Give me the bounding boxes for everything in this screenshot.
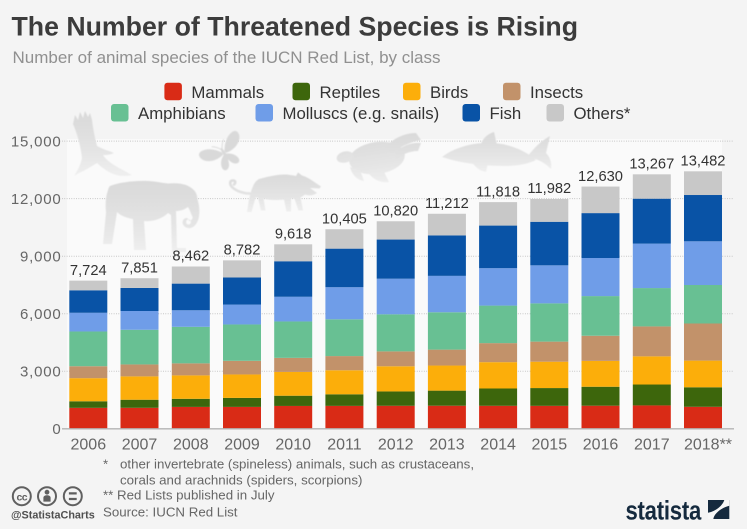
svg-text:2012: 2012 [378, 437, 414, 454]
svg-text:7,724: 7,724 [70, 263, 107, 279]
svg-text:12,000: 12,000 [11, 191, 62, 208]
svg-text:11,212: 11,212 [425, 196, 469, 212]
svg-text:13,267: 13,267 [629, 157, 674, 173]
svg-text:2007: 2007 [122, 437, 158, 454]
svg-text:** Red Lists published in July: ** Red Lists published in July [103, 488, 275, 503]
svg-text:2014: 2014 [480, 437, 516, 454]
svg-text:statista: statista [626, 497, 702, 527]
svg-text:2009: 2009 [224, 437, 260, 454]
svg-text:2006: 2006 [71, 437, 107, 454]
svg-text:9,000: 9,000 [20, 248, 62, 265]
svg-text:13,482: 13,482 [681, 154, 726, 170]
svg-text:8,782: 8,782 [224, 243, 261, 259]
svg-text:0: 0 [52, 421, 61, 438]
svg-text:Mammals: Mammals [191, 83, 264, 102]
svg-text:7,851: 7,851 [121, 260, 158, 276]
svg-text:2017: 2017 [634, 437, 670, 454]
svg-text:3,000: 3,000 [20, 364, 62, 381]
svg-text:2010: 2010 [275, 437, 311, 454]
svg-text:Number of animal species of th: Number of animal species of the IUCN Red… [13, 48, 441, 67]
svg-text:11,818: 11,818 [476, 184, 520, 200]
svg-text:2008: 2008 [173, 437, 209, 454]
svg-text:Insects: Insects [530, 83, 583, 102]
svg-text:corals and arachnids (spiders,: corals and arachnids (spiders, scorpions… [120, 472, 362, 487]
svg-text:other invertebrate (spineless): other invertebrate (spineless) animals, … [120, 457, 474, 472]
svg-text:2018**: 2018** [684, 437, 732, 454]
svg-text:Others*: Others* [574, 104, 631, 123]
svg-text:12,630: 12,630 [578, 169, 623, 185]
svg-text:2011: 2011 [327, 437, 362, 454]
svg-text:2013: 2013 [429, 437, 465, 454]
svg-text:*: * [103, 457, 108, 472]
svg-text:9,618: 9,618 [275, 227, 312, 243]
svg-text:6,000: 6,000 [20, 306, 62, 323]
svg-text:2016: 2016 [583, 437, 619, 454]
svg-text:Molluscs (e.g. snails): Molluscs (e.g. snails) [283, 104, 440, 123]
svg-text:10,405: 10,405 [322, 211, 367, 227]
svg-text:Reptiles: Reptiles [320, 83, 381, 102]
svg-text:Source: IUCN Red List: Source: IUCN Red List [103, 505, 238, 520]
svg-text:15,000: 15,000 [11, 133, 62, 150]
svg-text:The Number of Threatened Speci: The Number of Threatened Species is Risi… [12, 12, 579, 42]
svg-text:cc: cc [16, 492, 27, 504]
svg-text:11,982: 11,982 [527, 181, 571, 197]
svg-text:Birds: Birds [430, 83, 468, 102]
svg-text:8,462: 8,462 [172, 249, 209, 265]
svg-text:Fish: Fish [490, 104, 522, 123]
svg-text:@StatistaCharts: @StatistaCharts [11, 510, 95, 522]
svg-text:Amphibians: Amphibians [138, 104, 226, 123]
svg-text:2015: 2015 [532, 437, 568, 454]
svg-text:10,820: 10,820 [373, 204, 418, 220]
